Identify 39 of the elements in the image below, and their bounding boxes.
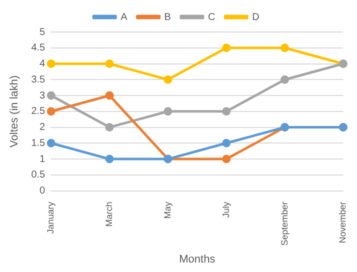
point (280, 75, 290, 84)
point (222, 138, 231, 148)
point (46, 91, 56, 100)
point (105, 60, 114, 68)
point (46, 107, 56, 116)
y-tick-label: 0 (40, 186, 46, 197)
legend-label: B (164, 12, 172, 23)
legend-label: C (208, 12, 216, 23)
y-axis-title: Voltes (in lakh) (8, 75, 21, 148)
point (105, 154, 114, 164)
point (222, 107, 231, 116)
y-tick-label: 1.5 (31, 138, 46, 149)
point (222, 44, 231, 52)
y-tick-label: 5 (40, 26, 46, 38)
point (164, 107, 172, 116)
point (46, 138, 56, 148)
x-tick-label: July (220, 201, 231, 218)
point (222, 154, 231, 164)
point (164, 75, 172, 84)
y-tick-label: 3 (40, 90, 46, 102)
point (105, 91, 114, 100)
x-tick-label: March (104, 202, 114, 227)
x-tick-label: May (162, 201, 172, 219)
y-tick-label: 4.5 (31, 42, 46, 54)
legend-label: D (252, 12, 260, 23)
y-tick-label: 3.5 (31, 74, 46, 86)
point (105, 123, 114, 132)
x-tick-label: January (46, 201, 56, 234)
y-tick-label: 2 (40, 122, 46, 134)
y-tick-label: 4 (40, 58, 46, 70)
point (46, 60, 56, 68)
x-tick-label: September (279, 202, 290, 246)
y-tick-label: 1 (40, 154, 46, 165)
legend-label: A (120, 12, 128, 23)
x-axis-title: Months (179, 253, 216, 266)
point (280, 44, 290, 52)
y-tick-label: 2.5 (31, 106, 46, 118)
x-tick-label: November (338, 202, 348, 244)
y-tick-label: 0.5 (31, 170, 46, 181)
